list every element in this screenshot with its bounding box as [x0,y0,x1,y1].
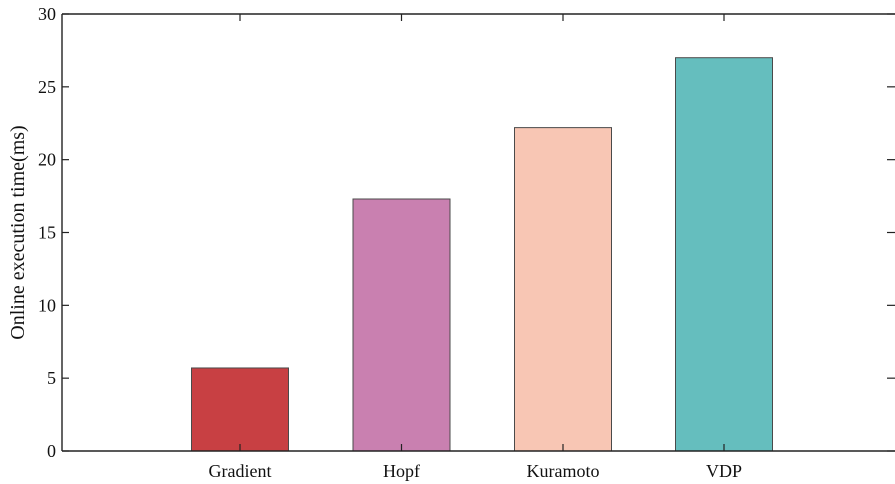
x-tick-label: Kuramoto [527,461,600,481]
y-tick-label: 0 [47,441,56,461]
bars-group [192,58,773,451]
y-tick-label: 30 [38,4,56,24]
bar-hopf [353,199,450,451]
bar-vdp [676,58,773,451]
x-tick-label: Hopf [383,461,420,481]
x-tick-label: Gradient [209,461,272,481]
x-tick-label: VDP [706,461,742,481]
y-axis-title: Online execution time(ms) [7,125,29,339]
y-tick-label: 25 [38,77,56,97]
y-tick-label: 5 [47,368,56,388]
y-tick-label: 15 [38,223,56,243]
bar-gradient [192,368,289,451]
y-tick-label: 20 [38,150,56,170]
bar-kuramoto [515,128,612,451]
y-tick-label: 10 [38,295,56,315]
